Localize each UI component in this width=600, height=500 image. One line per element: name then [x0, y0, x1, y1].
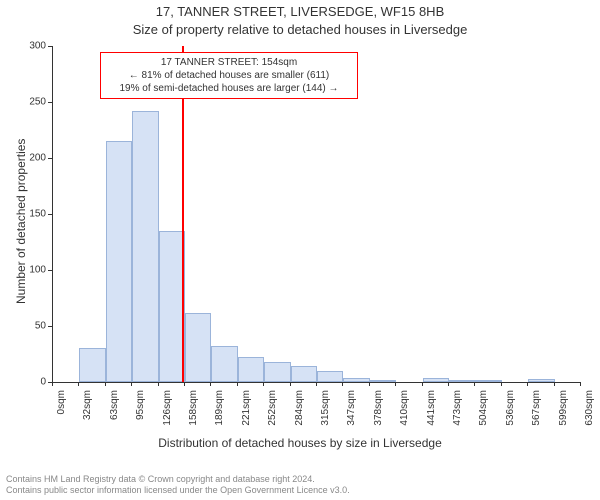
x-tick-label: 32sqm [82, 390, 93, 438]
x-tick-label: 536sqm [505, 390, 516, 438]
x-tick-mark [501, 382, 502, 386]
x-tick-mark [210, 382, 211, 386]
histogram-bar [449, 380, 475, 382]
y-tick-label: 100 [22, 265, 46, 276]
x-tick-label: 504sqm [478, 390, 489, 438]
x-tick-label: 189sqm [214, 390, 225, 438]
x-tick-mark [369, 382, 370, 386]
y-tick-mark [48, 214, 52, 215]
histogram-bar [343, 378, 369, 382]
y-tick-mark [48, 158, 52, 159]
x-tick-label: 599sqm [558, 390, 569, 438]
attribution-line-1: Contains HM Land Registry data © Crown c… [6, 474, 350, 485]
attribution-line-2: Contains public sector information licen… [6, 485, 350, 496]
attribution-text: Contains HM Land Registry data © Crown c… [6, 474, 350, 497]
y-tick-label: 150 [22, 209, 46, 220]
title-line-1: 17, TANNER STREET, LIVERSEDGE, WF15 8HB [0, 4, 600, 19]
x-tick-label: 252sqm [267, 390, 278, 438]
x-tick-label: 630sqm [584, 390, 595, 438]
x-tick-label: 347sqm [346, 390, 357, 438]
y-tick-label: 250 [22, 97, 46, 108]
x-tick-label: 284sqm [294, 390, 305, 438]
x-tick-label: 441sqm [426, 390, 437, 438]
histogram-bar [317, 371, 343, 382]
x-tick-label: 63sqm [109, 390, 120, 438]
x-tick-label: 378sqm [373, 390, 384, 438]
histogram-bar [370, 380, 396, 382]
x-tick-mark [158, 382, 159, 386]
histogram-bar [291, 366, 317, 382]
x-tick-mark [237, 382, 238, 386]
y-tick-label: 200 [22, 153, 46, 164]
histogram-bar [79, 348, 105, 382]
y-tick-mark [48, 326, 52, 327]
x-tick-mark [105, 382, 106, 386]
x-tick-label: 473sqm [452, 390, 463, 438]
histogram-bar [264, 362, 290, 382]
x-tick-mark [554, 382, 555, 386]
x-tick-mark [184, 382, 185, 386]
x-tick-label: 221sqm [241, 390, 252, 438]
x-tick-mark [52, 382, 53, 386]
title-line-2: Size of property relative to detached ho… [0, 22, 600, 37]
x-tick-mark [263, 382, 264, 386]
callout-line-3: 19% of semi-detached houses are larger (… [107, 82, 351, 95]
histogram-bar [185, 313, 211, 382]
histogram-bar [159, 231, 185, 382]
histogram-bar [423, 378, 449, 382]
y-tick-label: 50 [22, 321, 46, 332]
histogram-bar [475, 380, 501, 382]
histogram-bar [106, 141, 132, 382]
marker-callout: 17 TANNER STREET: 154sqm ← 81% of detach… [100, 52, 358, 99]
y-tick-mark [48, 270, 52, 271]
histogram-bar [528, 379, 554, 382]
x-tick-label: 0sqm [56, 390, 67, 438]
y-tick-label: 0 [22, 377, 46, 388]
x-tick-mark [316, 382, 317, 386]
x-tick-mark [395, 382, 396, 386]
histogram-bar [211, 346, 237, 382]
y-tick-mark [48, 102, 52, 103]
x-tick-label: 126sqm [162, 390, 173, 438]
x-tick-mark [474, 382, 475, 386]
histogram-bar [132, 111, 158, 382]
y-tick-label: 300 [22, 41, 46, 52]
x-tick-mark [448, 382, 449, 386]
callout-line-2: ← 81% of detached houses are smaller (61… [107, 69, 351, 82]
x-tick-mark [580, 382, 581, 386]
x-tick-label: 158sqm [188, 390, 199, 438]
x-tick-mark [422, 382, 423, 386]
x-tick-mark [290, 382, 291, 386]
x-axis-label: Distribution of detached houses by size … [0, 436, 600, 450]
x-tick-label: 567sqm [531, 390, 542, 438]
chart-container: 17, TANNER STREET, LIVERSEDGE, WF15 8HB … [0, 0, 600, 500]
x-tick-label: 315sqm [320, 390, 331, 438]
x-tick-mark [131, 382, 132, 386]
callout-line-1: 17 TANNER STREET: 154sqm [107, 56, 351, 69]
x-tick-mark [78, 382, 79, 386]
x-tick-label: 95sqm [135, 390, 146, 438]
histogram-bar [238, 357, 264, 382]
x-tick-mark [342, 382, 343, 386]
x-tick-mark [527, 382, 528, 386]
x-tick-label: 410sqm [399, 390, 410, 438]
y-tick-mark [48, 46, 52, 47]
